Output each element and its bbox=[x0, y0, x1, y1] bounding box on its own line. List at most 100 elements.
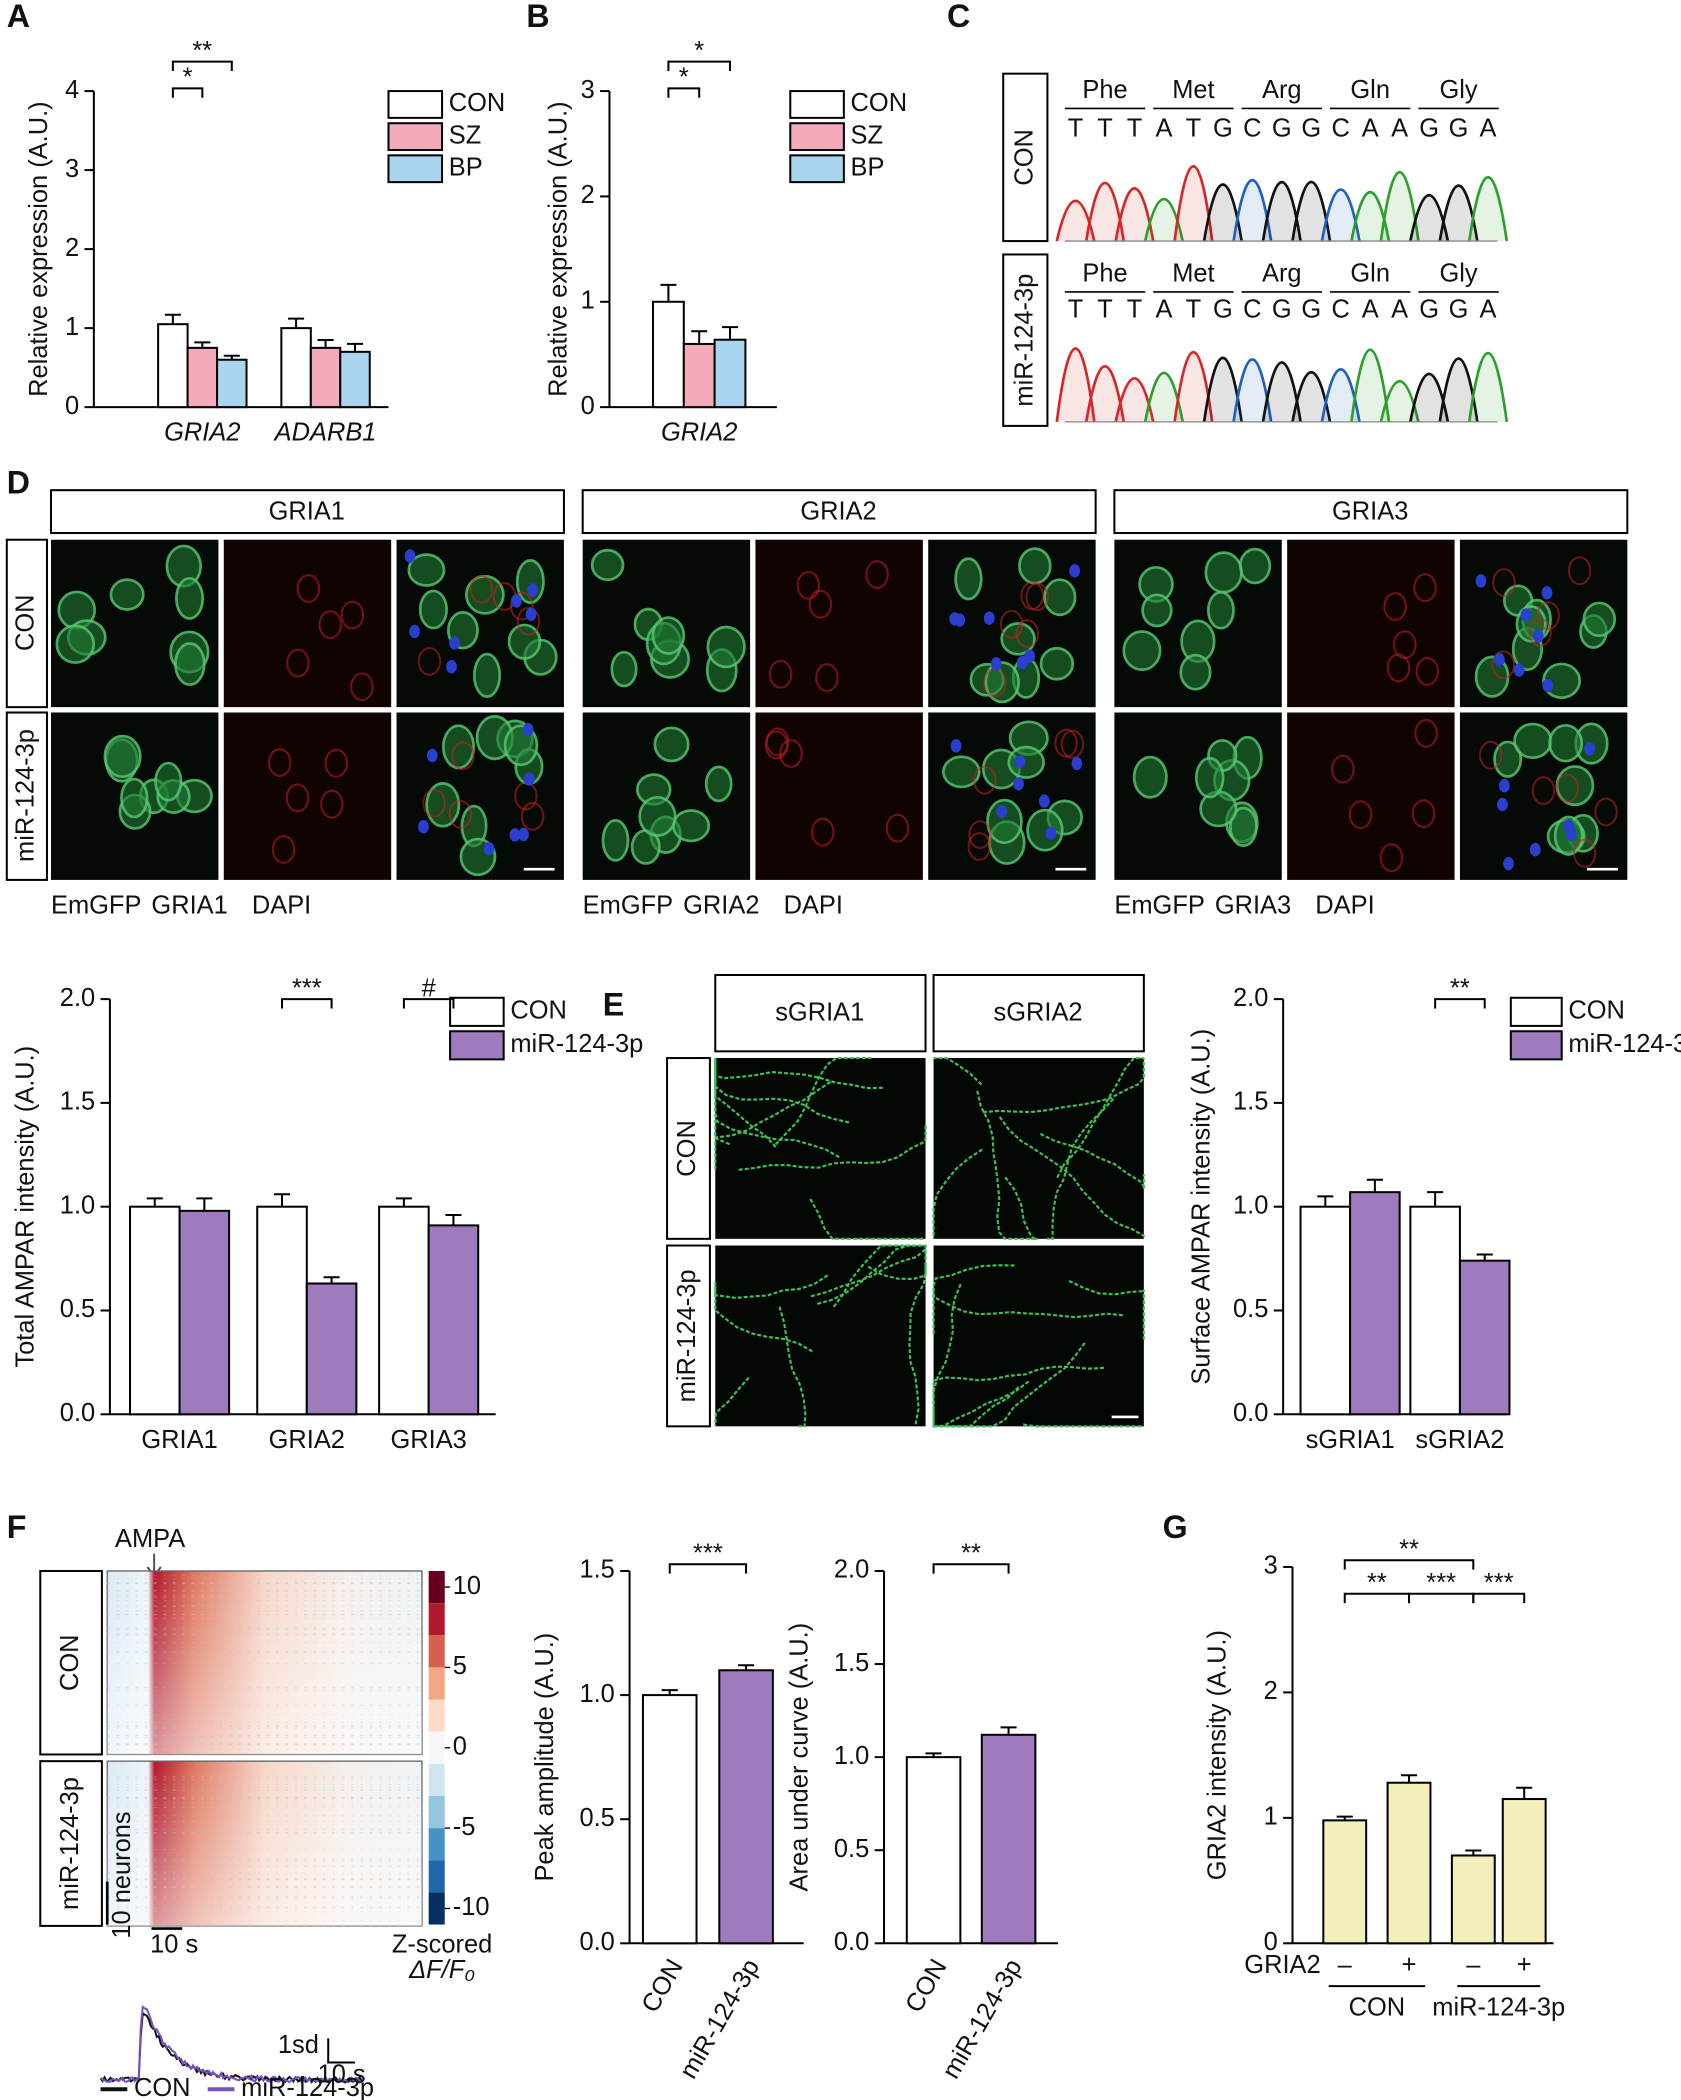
red-signal bbox=[1383, 592, 1407, 621]
error-bar bbox=[288, 317, 305, 329]
nucleus bbox=[525, 607, 537, 621]
neurite bbox=[1039, 1132, 1145, 1189]
neurite bbox=[933, 1056, 983, 1086]
y-tick-label: 1.0 bbox=[60, 1191, 95, 1219]
neurite bbox=[936, 1342, 1086, 1428]
bar bbox=[1386, 1781, 1432, 1945]
row-label-box bbox=[5, 711, 48, 881]
trace-scale-y: 1sd bbox=[278, 2031, 319, 2059]
error-bar bbox=[1336, 1815, 1353, 1821]
nucleus bbox=[418, 820, 429, 834]
group-label: CON bbox=[1349, 1994, 1406, 2022]
base: T bbox=[1127, 295, 1143, 323]
cell bbox=[1542, 662, 1582, 700]
cell bbox=[590, 548, 625, 582]
cell bbox=[1018, 547, 1052, 585]
x-tick-label: sGRIA2 bbox=[1415, 1426, 1504, 1454]
y-tick-label: 0.0 bbox=[60, 1399, 95, 1427]
panel-label: B bbox=[526, 0, 549, 34]
significance-label: *** bbox=[1426, 1569, 1456, 1597]
cell bbox=[472, 652, 502, 698]
red-signal bbox=[1555, 773, 1580, 803]
bar bbox=[1458, 1259, 1511, 1416]
red-signal bbox=[999, 609, 1024, 639]
red-signal bbox=[815, 663, 839, 692]
nucleus bbox=[1541, 586, 1553, 600]
red-signal bbox=[1491, 650, 1516, 680]
cell bbox=[174, 642, 206, 686]
error-bar bbox=[1366, 1178, 1383, 1193]
y-tick-label: 2.0 bbox=[60, 984, 95, 1012]
y-tick-label: 1.0 bbox=[579, 1680, 614, 1708]
bar bbox=[905, 1756, 962, 1945]
y-tick-label: 0 bbox=[581, 392, 595, 420]
x-tick-label: sGRIA1 bbox=[1306, 1426, 1395, 1454]
heatmap-fade bbox=[107, 1761, 422, 1926]
cell bbox=[638, 795, 677, 837]
stain-legend: GRIA1 bbox=[151, 891, 227, 919]
bar bbox=[1409, 1205, 1461, 1416]
error-bar bbox=[1400, 1774, 1418, 1783]
y-tick-label: 1.5 bbox=[1233, 1088, 1268, 1116]
neurite bbox=[908, 1245, 927, 1425]
cell bbox=[1141, 593, 1173, 628]
neurite bbox=[738, 1124, 927, 1171]
significance-bracket bbox=[1343, 1559, 1475, 1570]
legend-label: miR-124-3p bbox=[510, 1030, 643, 1058]
cell bbox=[55, 624, 96, 664]
nucleus bbox=[1016, 655, 1028, 670]
red-signal bbox=[469, 574, 494, 604]
row-label-box bbox=[1002, 72, 1049, 243]
row-label-box bbox=[666, 1057, 711, 1240]
amino-acid: Gln bbox=[1350, 76, 1390, 104]
red-signal bbox=[520, 802, 545, 831]
nucleus bbox=[483, 841, 495, 856]
base: G bbox=[1449, 115, 1469, 143]
row-label: CON bbox=[1011, 129, 1039, 186]
amino-acid: Gly bbox=[1440, 76, 1478, 104]
x-tick-label: GRIA3 bbox=[390, 1426, 466, 1454]
x-tick-label: miR-124-3p bbox=[674, 1954, 765, 2083]
x-tick-label: miR-124-3p bbox=[937, 1954, 1028, 2083]
colorbar-step bbox=[428, 1667, 445, 1700]
red-signal bbox=[1411, 799, 1436, 829]
neurite bbox=[932, 1148, 983, 1239]
cell bbox=[1132, 755, 1168, 799]
red-signal bbox=[967, 832, 992, 861]
base: G bbox=[1449, 295, 1469, 323]
nucleus bbox=[426, 748, 438, 763]
amino-acid: Gln bbox=[1350, 259, 1390, 287]
red-signal bbox=[1414, 718, 1438, 748]
colorbar-tick-label: 5 bbox=[453, 1652, 467, 1680]
legend-label: BP bbox=[449, 153, 483, 181]
y-tick-label: 3 bbox=[581, 76, 595, 104]
error-bar bbox=[1465, 1849, 1482, 1856]
neurite bbox=[778, 1306, 807, 1428]
cell bbox=[651, 616, 686, 655]
red-signal bbox=[968, 820, 992, 850]
significance-bracket bbox=[667, 60, 732, 71]
base: A bbox=[1155, 115, 1172, 143]
column-header-box bbox=[714, 973, 927, 1053]
base: G bbox=[1301, 295, 1321, 323]
x-tick-label: GRIA1 bbox=[141, 1426, 217, 1454]
trace-scale-x: 10 s bbox=[318, 2061, 366, 2089]
colorbar-tick-label: -10 bbox=[453, 1893, 490, 1921]
legend-label: CON bbox=[851, 89, 908, 117]
time-scale-label: 10 s bbox=[150, 1931, 198, 1959]
base: T bbox=[1068, 115, 1084, 143]
chromatogram-peak bbox=[1467, 352, 1509, 423]
legend-swatch bbox=[1509, 1030, 1563, 1061]
error-bar bbox=[317, 338, 334, 348]
red-signal bbox=[268, 748, 292, 777]
red-signal bbox=[1348, 800, 1373, 830]
y-tick-label: 0 bbox=[65, 392, 79, 420]
nucleus bbox=[518, 827, 529, 842]
base: A bbox=[1391, 295, 1408, 323]
cell bbox=[1238, 547, 1272, 585]
red-signal bbox=[1531, 776, 1556, 805]
colorbar-tick-label: -5 bbox=[453, 1813, 476, 1841]
row-label: miR-124-3p bbox=[1011, 274, 1039, 407]
colorbar-tick-label: 10 bbox=[453, 1572, 481, 1600]
x-tick-label: GRIA2 bbox=[661, 419, 737, 447]
